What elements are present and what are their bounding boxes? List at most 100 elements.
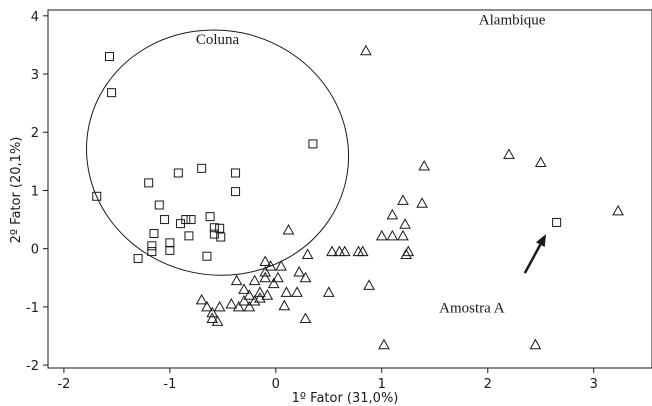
square-point (215, 223, 225, 233)
triangle-point (238, 295, 250, 306)
triangle-point (211, 315, 224, 326)
triangle-point (275, 260, 287, 271)
square-point (107, 88, 117, 98)
y-tick-label: 3 (31, 68, 39, 83)
arrow-shaft (523, 244, 542, 274)
square-point (209, 229, 219, 239)
triangle-point (248, 295, 261, 306)
x-tick-label: 1 (378, 377, 386, 392)
triangle-point (254, 286, 266, 297)
square-point (231, 187, 241, 197)
triangle-point (259, 255, 272, 266)
y-tick-label: -2 (26, 359, 39, 374)
square-point (147, 247, 157, 257)
square-point (147, 241, 157, 251)
x-tick-label: -2 (57, 377, 70, 392)
square-point (104, 52, 114, 62)
square-point (202, 251, 212, 261)
annotation-label: Alambique (479, 13, 546, 29)
series-coluna (92, 52, 562, 264)
triangle-point (375, 229, 388, 241)
triangle-point (267, 277, 280, 289)
triangle-point (206, 312, 219, 324)
triangle-point (503, 148, 515, 159)
triangle-point (206, 306, 219, 318)
triangle-point (534, 156, 547, 168)
square-point (308, 139, 318, 149)
triangle-point (299, 271, 312, 283)
triangle-point (378, 338, 390, 350)
triangle-point (264, 260, 277, 271)
triangle-point (248, 274, 261, 286)
triangle-point (299, 312, 312, 324)
triangle-point (201, 300, 213, 312)
triangle-point (397, 229, 409, 241)
triangle-point (238, 283, 250, 294)
triangle-point (386, 208, 399, 220)
triangle-point (418, 159, 431, 171)
y-axis-title: 2º Fator (20,1%) (9, 137, 24, 244)
square-point (160, 215, 170, 225)
triangle-point (232, 300, 245, 312)
square-point (165, 245, 175, 255)
annotations: Coluna Alambique Amostra A (196, 13, 547, 317)
triangle-point (338, 245, 351, 257)
triangle-point (291, 286, 303, 297)
y-tick-label: 2 (31, 126, 39, 141)
square-point (144, 178, 154, 188)
triangle-point (282, 224, 295, 235)
triangle-point (399, 218, 411, 229)
square-point (552, 217, 562, 227)
triangle-point (272, 271, 284, 283)
triangle-point (259, 271, 272, 283)
x-tick-label: 3 (590, 377, 598, 392)
series-alambique (195, 44, 624, 350)
square-point (175, 219, 185, 229)
y-tick-label: 4 (31, 10, 39, 25)
triangle-point (230, 274, 243, 286)
triangle-point (195, 293, 208, 305)
triangle-point (243, 289, 256, 300)
triangle-point (225, 297, 238, 309)
triangle-point (612, 204, 624, 216)
square-point (209, 223, 219, 233)
triangle-point (326, 245, 338, 257)
triangle-point (301, 248, 314, 259)
x-tick-label: 2 (484, 377, 492, 392)
square-point (154, 200, 164, 210)
triangle-point (386, 229, 399, 241)
triangle-point (363, 279, 375, 290)
triangle-point (293, 265, 305, 277)
square-point (184, 231, 194, 241)
y-tick-label: -1 (26, 301, 39, 316)
x-axis-title: 1º Fator (31,0%) (292, 391, 399, 406)
triangle-point (416, 197, 428, 208)
arrow-head (535, 234, 547, 248)
annotation-label: Amostra A (439, 301, 505, 317)
triangle-point (360, 44, 372, 56)
y-tick-label: 1 (31, 184, 39, 199)
square-point (197, 163, 207, 173)
square-point (133, 254, 143, 264)
triangle-point (243, 300, 256, 312)
square-point (92, 191, 102, 201)
square-point (173, 168, 183, 178)
square-point (149, 229, 159, 239)
triangle-point (278, 299, 291, 311)
data-marks (92, 44, 624, 350)
triangle-point (356, 245, 369, 257)
x-tick-label: -1 (163, 377, 176, 392)
triangle-point (259, 265, 272, 277)
square-point (205, 212, 215, 222)
annotation-label: Coluna (196, 32, 240, 48)
plot-frame (47, 9, 652, 369)
triangle-point (280, 286, 293, 297)
annotation-arrow (523, 234, 547, 274)
triangle-point (213, 300, 226, 312)
axis-ticks: -2 -1 0 1 2 3 -2 -1 0 1 2 3 4 (26, 10, 598, 392)
triangle-point (261, 289, 274, 300)
x-tick-label: 0 (272, 377, 280, 392)
y-tick-label: 0 (31, 243, 39, 258)
triangle-point (400, 248, 413, 259)
